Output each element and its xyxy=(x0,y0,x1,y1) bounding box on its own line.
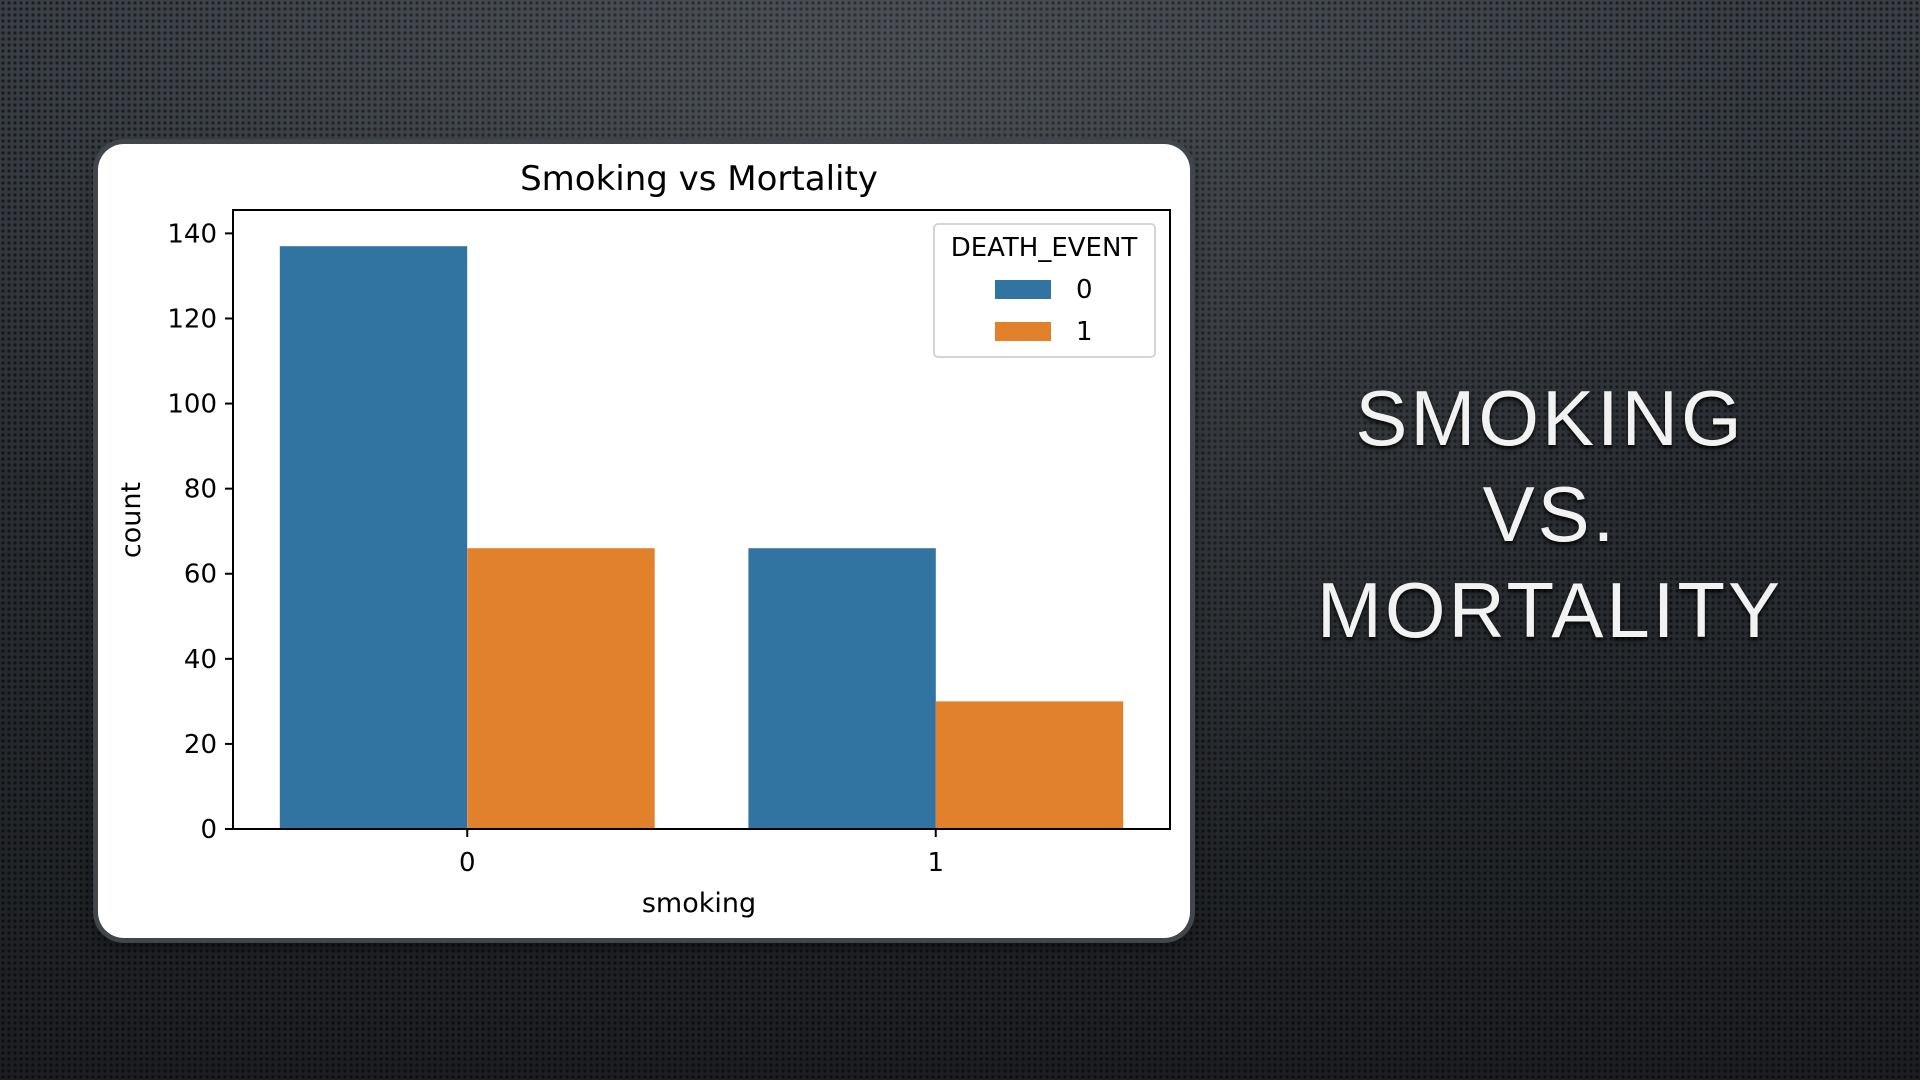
legend-label-1: 1 xyxy=(1076,317,1093,347)
legend-swatch-1 xyxy=(995,322,1051,341)
chart-card: Smoking vs Mortality 0 20 40 60 80 100 120 140 0… xyxy=(98,144,1190,938)
y-tick-label-100: 100 xyxy=(167,390,217,420)
bar-chart: Smoking vs Mortality 0 20 40 60 80 100 120 140 0… xyxy=(116,159,1171,919)
y-tick-label-20: 20 xyxy=(184,730,217,760)
y-tick-label-120: 120 xyxy=(167,304,217,334)
x-tick-label-0: 0 xyxy=(459,848,476,878)
chart-title: Smoking vs Mortality xyxy=(520,159,878,199)
bar-smoking-1-death-event-1 xyxy=(935,701,1124,829)
bar-smoking-0-death-event-0 xyxy=(279,246,468,829)
legend-title: DEATH_EVENT xyxy=(951,233,1138,263)
y-tick-label-0: 0 xyxy=(200,815,217,845)
slide-title-line-3: MORTALITY xyxy=(1316,566,1784,654)
x-axis-label: smoking xyxy=(642,888,756,919)
legend-label-0: 0 xyxy=(1076,275,1093,305)
y-tick-label-40: 40 xyxy=(184,645,217,675)
legend-swatch-0 xyxy=(995,280,1051,299)
plot-frame xyxy=(232,209,1171,830)
y-axis-label: count xyxy=(116,482,147,558)
slide-title-line-1: SMOKING xyxy=(1355,374,1745,462)
y-tick-label-80: 80 xyxy=(184,475,217,505)
y-tick-label-60: 60 xyxy=(184,560,217,590)
slide-title-line-2: VS. xyxy=(1482,470,1618,558)
x-tick-label-1: 1 xyxy=(927,848,944,878)
slide-title: SMOKING VS. MORTALITY xyxy=(1280,370,1820,658)
bar-smoking-1-death-event-0 xyxy=(748,548,936,829)
bar-smoking-0-death-event-1 xyxy=(467,548,655,829)
y-tick-label-140: 140 xyxy=(167,219,217,249)
legend: DEATH_EVENT 0 1 xyxy=(933,223,1156,358)
